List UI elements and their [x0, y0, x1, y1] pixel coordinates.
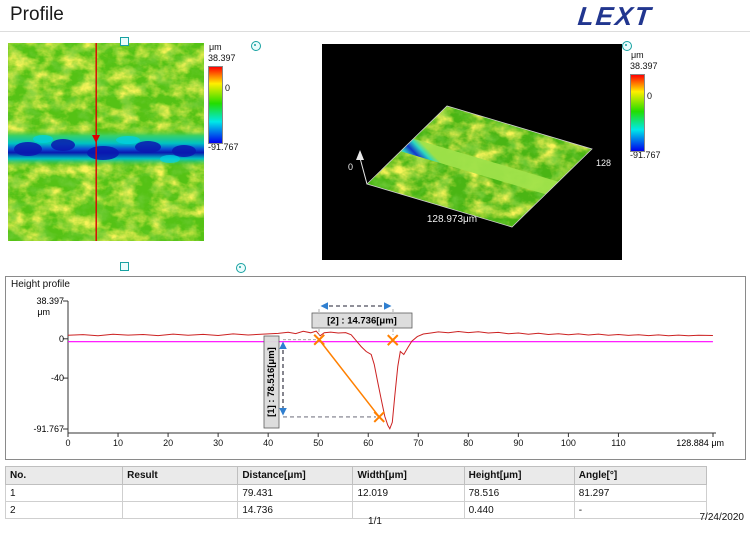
svg-text:110: 110 [611, 438, 625, 448]
colorbar-3d-gradient [630, 74, 645, 152]
groove-band-3d [400, 138, 559, 195]
y-zero-label: 0 [59, 334, 64, 344]
header-divider [0, 0, 750, 32]
svg-text:90: 90 [513, 438, 523, 448]
axis-bottom-label: 128.973μm [427, 214, 477, 225]
heightmap-2d-view[interactable] [8, 43, 204, 241]
svg-text:20: 20 [163, 438, 173, 448]
colorbar-2d-gradient [208, 66, 223, 144]
selection-handle-square[interactable] [120, 37, 129, 46]
table-cell: 81.297 [573, 484, 708, 502]
page-title: Profile [10, 4, 64, 25]
column-header: Width[μm] [352, 466, 465, 485]
svg-text:80: 80 [463, 438, 473, 448]
surface-3d-image: 0 128 128.973μm [348, 105, 611, 228]
height-profile-chart[interactable]: Height profile 38.397 μm 0 -40 -91.767 1… [5, 276, 746, 460]
column-header: Angle[°] [573, 466, 708, 485]
measure1-label: [1] : 78.516[μm] [266, 347, 277, 417]
results-table-wrap: No. Result Distance[μm] Width[μm] Height[μm]… [4, 466, 708, 519]
y-mid-label: -40 [51, 373, 64, 383]
selection-handle-circle[interactable] [622, 41, 632, 51]
groove-blobs [14, 139, 196, 160]
column-header: No. [4, 466, 124, 485]
axis-right-label: 128 [596, 158, 611, 168]
z-axis-line [359, 157, 368, 185]
x-end-label: 128.884 μm [676, 438, 724, 448]
table-row: 2 14.736 0.440- [4, 501, 708, 519]
table-cell: 0.440 [463, 501, 575, 519]
y-ticks [63, 300, 714, 437]
results-table: No. Result Distance[μm] Width[μm] Height[μm]… [4, 466, 708, 519]
z-axis-arrow-icon [356, 150, 364, 160]
measure1-label-box[interactable] [263, 335, 280, 429]
colorbar-2d-min: -91.767 [208, 142, 239, 152]
table-cell: 78.516 [463, 484, 575, 502]
date-label: 7/24/2020 [699, 512, 745, 523]
colorbar-3d-zero: 0 [647, 91, 653, 101]
table-cell: 14.736 [237, 501, 354, 519]
svg-text:100: 100 [561, 438, 576, 448]
svg-text:50: 50 [313, 438, 323, 448]
measure-point-marker[interactable] [373, 411, 385, 423]
axis-origin-label: 0 [348, 162, 353, 172]
table-cell: 1 [4, 484, 124, 502]
selection-handle-square[interactable] [120, 262, 129, 271]
axes [67, 301, 716, 434]
plot-data: 0 10 20 30 40 50 60 70 80 90 100 110 [65, 330, 713, 448]
table-cell [352, 501, 465, 519]
column-header: Distance[μm] [237, 466, 354, 485]
surface-outline [366, 105, 593, 228]
table-cell [122, 484, 239, 502]
colorbar-3d-min: -91.767 [630, 150, 661, 160]
groove-fringe [33, 135, 180, 163]
selection-handle-circle[interactable] [251, 41, 261, 51]
svg-text:70: 70 [413, 438, 423, 448]
colorbar-2d: μm 38.397 0 -91.767 [208, 42, 254, 153]
y-min-label: -91.767 [33, 424, 64, 434]
svg-text:40: 40 [263, 438, 273, 448]
view-3d[interactable]: 0 128 128.973μm [322, 44, 622, 260]
lext-logo: LEXT [576, 1, 655, 31]
table-row: 1 79.431 12.019 78.516 81.297 [4, 484, 708, 502]
selection-handle-circle[interactable] [236, 263, 246, 273]
column-header: Result [122, 466, 239, 485]
colorbar-2d-max: 38.397 [208, 53, 236, 63]
y-unit-label: μm [37, 307, 50, 317]
page-indicator: 1/1 [368, 516, 382, 527]
column-header: Height[μm] [463, 466, 575, 485]
table-cell: - [573, 501, 708, 519]
svg-text:0: 0 [65, 438, 70, 448]
svg-text:10: 10 [113, 438, 123, 448]
measure-point-marker[interactable] [387, 334, 399, 346]
colorbar-2d-unit: μm [209, 42, 222, 52]
chart-title: Height profile [11, 279, 70, 290]
colorbar-3d-max: 38.397 [630, 61, 658, 71]
section-line-marker-icon[interactable] [92, 135, 100, 143]
colorbar-3d-unit: μm [631, 50, 644, 60]
measure2-label-box[interactable] [311, 312, 413, 329]
table-cell [122, 501, 239, 519]
measure2-label: [2] : 14.736[μm] [327, 316, 397, 327]
profile-plot: 38.397 μm 0 -40 -91.767 128.884 μm 0 10 20… [33, 296, 724, 448]
colorbar-2d-zero: 0 [225, 83, 231, 93]
table-cell: 12.019 [352, 484, 465, 502]
table-cell: 2 [4, 501, 124, 519]
heightmap-2d-image [8, 43, 204, 241]
y-max-label: 38.397 [36, 296, 64, 306]
measure-point-marker[interactable] [313, 334, 325, 346]
measurement-annotations: [2] : 14.736[μm] [1] : 78.516[μm] [263, 302, 413, 429]
colorbar-3d: μm 38.397 0 -91.767 [630, 50, 676, 161]
table-cell: 79.431 [237, 484, 354, 502]
svg-text:60: 60 [363, 438, 373, 448]
svg-text:30: 30 [213, 438, 223, 448]
